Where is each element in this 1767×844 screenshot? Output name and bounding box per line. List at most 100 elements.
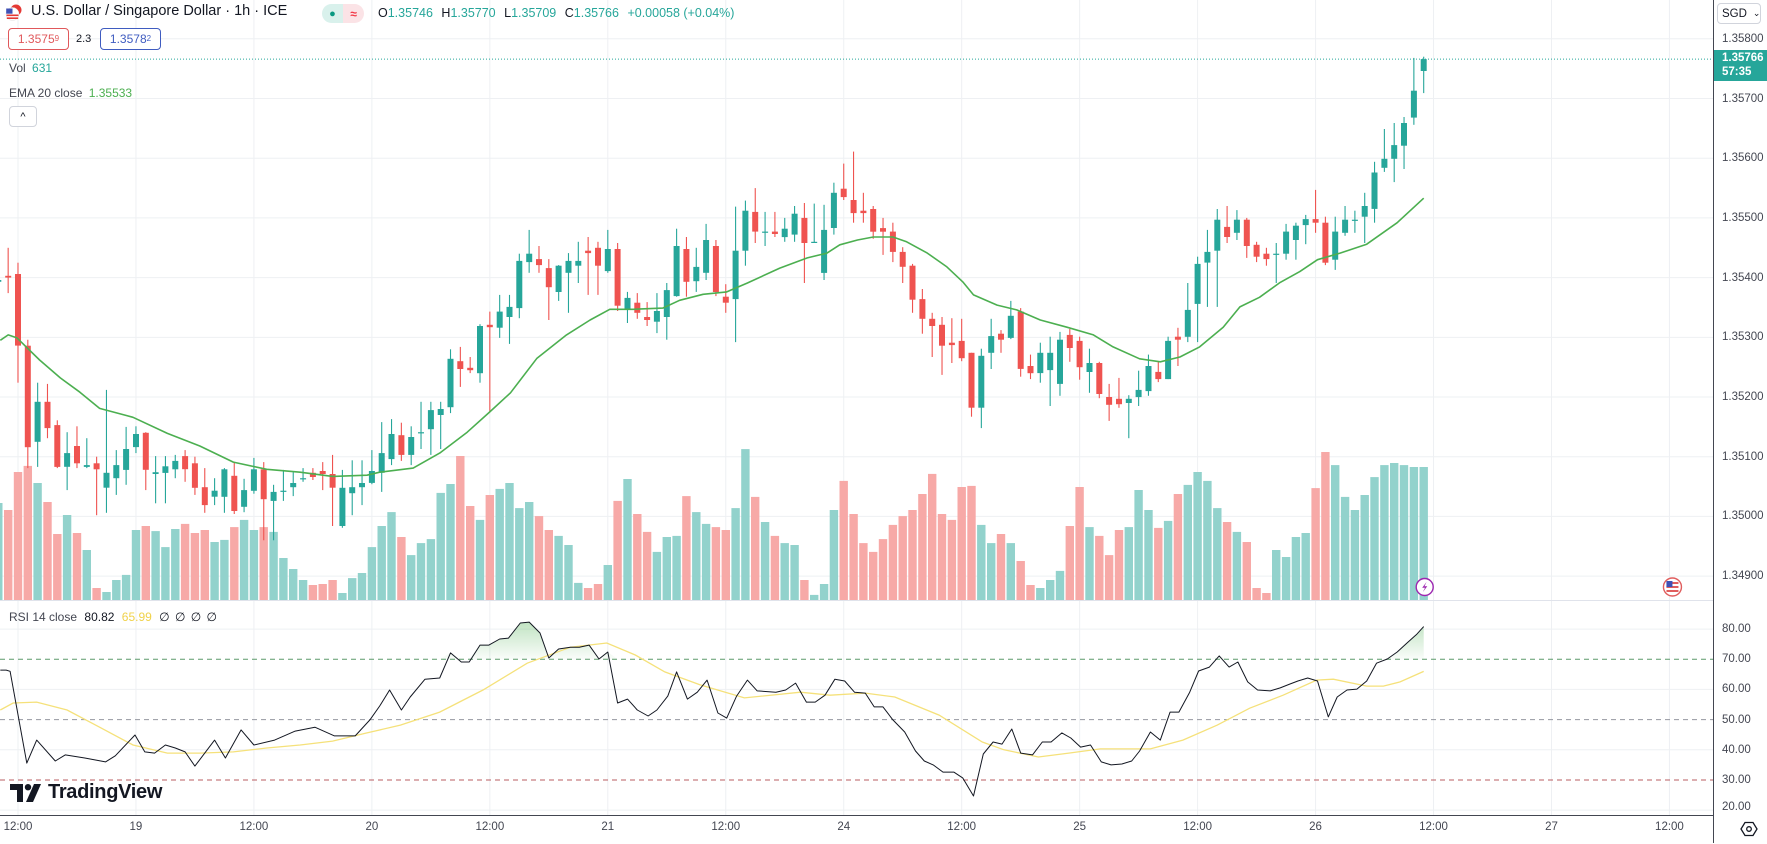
collapse-legend-button[interactable]: ^ [9,106,37,127]
candle-body [1312,219,1319,223]
lightning-icon[interactable] [1415,577,1434,597]
candle-series [0,56,1427,541]
candle-body [1086,363,1093,372]
candle [821,204,828,280]
candle [1361,192,1368,243]
sell-button[interactable]: 1.3575 9 [8,28,69,50]
candle-body [447,358,454,408]
us-flag-icon[interactable] [1662,577,1683,597]
candle-body [427,410,434,430]
volume-bar [1331,465,1340,600]
candle [1116,377,1122,408]
candle-body [850,200,857,214]
volume-bar [711,527,721,600]
volume-bar [800,580,809,600]
settings-icon[interactable] [1740,821,1758,837]
candle [388,419,395,466]
candle-body [988,336,995,353]
market-status-pill[interactable]: ● ≈ [322,4,364,23]
tradingview-logo[interactable]: TradingView [10,781,162,804]
candle [1076,336,1083,380]
candle-body [1273,253,1280,255]
candle-body [231,475,238,511]
volume-bar [387,512,396,600]
candle [250,457,257,494]
candle [526,229,533,273]
volume-bar [583,588,593,600]
candle [34,382,41,467]
candle-body [1283,231,1290,254]
high-label: H [441,6,451,20]
rsi-tick-label: 60.00 [1722,683,1751,696]
candle [1302,214,1309,245]
candle [683,237,690,297]
price-tick-label: 1.35300 [1722,331,1764,344]
candle [467,357,474,374]
rsi-tick-label: 30.00 [1722,773,1751,786]
candle-body [398,435,405,455]
ema-value: 1.35533 [88,86,133,100]
candle [1047,336,1054,406]
candle [781,217,788,242]
candle-body [378,453,385,473]
buy-button[interactable]: 1.3578 2 [100,28,161,50]
candle-body [516,260,523,309]
candle [221,468,228,513]
last-price-badge: 1.35766 57:35 [1714,50,1767,82]
candle-body [34,401,41,442]
volume-bar [1252,588,1261,600]
candle-body [889,231,896,252]
volume-bar [131,530,141,600]
candle [1145,354,1152,396]
volume-bar [62,515,72,600]
symbol-title[interactable]: U.S. Dollar / Singapore Dollar · 1h · IC… [31,3,288,19]
candle [604,229,611,273]
price-axis[interactable] [1713,0,1767,843]
volume-bar [377,526,386,600]
candle [988,318,995,369]
candle [93,456,100,516]
volume-bar [1281,557,1291,600]
volume-bar [43,502,52,600]
candle-body [437,409,444,415]
volume-bar [790,545,799,600]
volume-bar [397,537,406,600]
candle-body [870,209,877,232]
ema-legend[interactable]: EMA 20 close 1.35533 [9,86,132,100]
candle [575,241,582,283]
rsi-legend[interactable]: RSI 14 close 80.82 65.99 ∅ ∅ ∅ ∅ [9,610,217,624]
volume-legend[interactable]: Vol 631 [9,61,52,75]
volume-bar [200,530,209,600]
candle-body [840,188,847,198]
candle-body [83,465,90,467]
rsi-overbought-fill [0,622,1424,660]
rsi-label: RSI 14 close [9,610,78,624]
time-axis[interactable] [0,815,1767,844]
volume-bar [1311,488,1320,600]
volume-bar [23,465,32,600]
volume-bar [1193,472,1202,600]
low-value: 1.35709 [511,6,557,20]
candle-body [74,446,80,464]
candle [1125,395,1132,439]
candle [113,450,120,495]
volume-bar [1242,542,1251,600]
volume-bar [849,514,858,600]
candle [801,203,808,283]
time-tick-label: 12:00 [475,821,505,833]
volume-bar [210,542,219,600]
candle [359,460,365,506]
candle-body [1135,389,1142,398]
candle-body [1007,315,1014,338]
candle-body [270,491,277,501]
volume-bar [1104,555,1114,600]
volume-bar [1262,593,1271,600]
candle [182,450,189,482]
candle [1184,283,1191,343]
candle-body [929,318,936,326]
rsi-tick-label: 70.00 [1722,653,1751,666]
currency-dropdown[interactable]: SGD ⌄ [1717,3,1761,24]
chart-canvas[interactable] [0,0,1713,815]
rsi-tick-label: 20.00 [1722,801,1751,813]
volume-bar [888,524,898,600]
